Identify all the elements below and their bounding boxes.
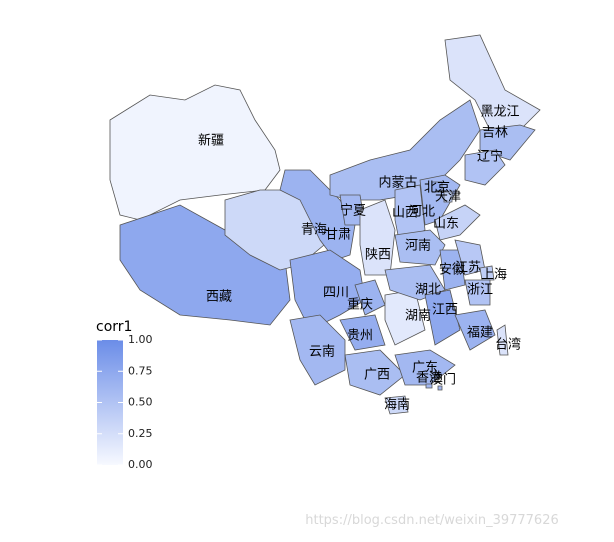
legend-tick-label: 1.00 — [128, 333, 153, 346]
province — [279, 169, 356, 261]
watermark: https://blog.csdn.net/weixin_39777626 — [305, 513, 559, 528]
province — [384, 395, 409, 415]
province — [119, 204, 291, 326]
province — [439, 249, 466, 291]
legend-tick-label: 0.75 — [128, 364, 153, 377]
province — [464, 149, 506, 186]
province-label: 安徽 — [439, 263, 465, 278]
legend-tick-label: 0.25 — [128, 427, 153, 440]
legend-tick-label: 0.00 — [128, 458, 153, 471]
provinces — [109, 34, 541, 415]
province — [394, 229, 446, 266]
province-label: 湖南 — [405, 308, 431, 324]
province-label: 河北 — [409, 205, 435, 220]
province — [424, 289, 461, 346]
province — [431, 181, 443, 193]
province-label: 新疆 — [198, 133, 224, 149]
province-label: 山东 — [433, 217, 459, 232]
province — [496, 324, 509, 356]
province — [224, 189, 331, 271]
province-label: 江苏 — [455, 260, 481, 276]
province — [425, 383, 433, 389]
province — [289, 314, 346, 386]
province-label: 河南 — [405, 238, 431, 254]
province — [344, 349, 406, 396]
province-label: 四川 — [323, 286, 349, 301]
province-label: 海南 — [384, 397, 410, 413]
legend-tick-label: 0.50 — [128, 396, 153, 409]
province-label: 辽宁 — [477, 149, 503, 165]
province — [109, 84, 281, 221]
province — [437, 385, 443, 391]
province-label: 内蒙古 — [378, 175, 417, 191]
province-label: 青海 — [301, 223, 327, 238]
province-label: 西藏 — [206, 290, 232, 305]
province — [339, 314, 386, 351]
province-label: 宁夏 — [340, 203, 366, 219]
province-label: 黑龙江 — [480, 105, 519, 120]
province-label: 上海 — [481, 268, 507, 283]
province-label: 香港 — [416, 371, 442, 386]
province — [454, 309, 496, 351]
province-label: 贵州 — [347, 329, 373, 344]
province-label: 台湾 — [495, 337, 521, 353]
province-label: 广西 — [364, 368, 390, 383]
province-label: 陕西 — [365, 248, 391, 263]
province-label: 福建 — [467, 326, 493, 341]
province — [479, 265, 495, 281]
province-label: 广东 — [412, 361, 438, 376]
province-label: 北京 — [424, 181, 450, 196]
legend-title: corr1 — [96, 319, 132, 335]
province-label: 吉林 — [482, 126, 508, 141]
province-label: 浙江 — [467, 283, 493, 298]
province-label: 澳门 — [430, 372, 456, 388]
province — [289, 249, 366, 331]
province — [464, 279, 491, 306]
province-label: 湖北 — [415, 283, 441, 298]
province — [434, 204, 481, 241]
province-label: 重庆 — [347, 297, 373, 313]
province — [419, 174, 461, 226]
province-label: 云南 — [309, 344, 335, 360]
province-label: 甘肃 — [325, 228, 351, 243]
province — [394, 349, 456, 386]
province-label: 天津 — [435, 190, 461, 205]
province-label: 山西 — [392, 206, 418, 221]
province-label: 江西 — [432, 303, 458, 318]
province — [443, 191, 453, 203]
